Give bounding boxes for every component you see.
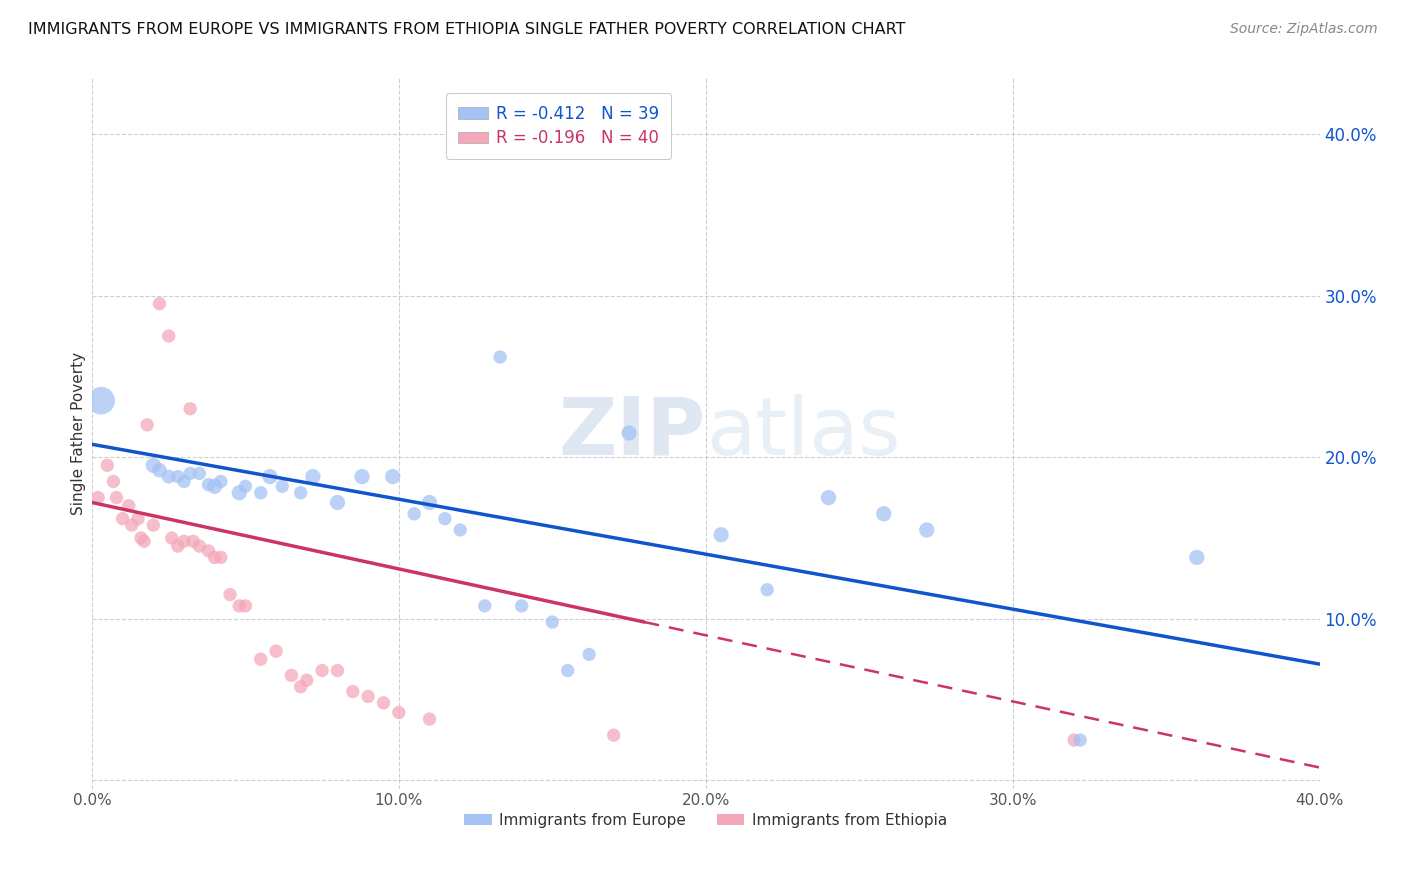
Point <box>295 673 318 688</box>
Point <box>817 491 839 505</box>
Point <box>127 511 149 525</box>
Point <box>280 668 302 682</box>
Point <box>160 531 183 545</box>
Point <box>235 599 257 613</box>
Point <box>259 469 281 483</box>
Point <box>173 534 195 549</box>
Point <box>167 539 190 553</box>
Point <box>173 475 195 489</box>
Point <box>96 458 118 473</box>
Point <box>290 485 312 500</box>
Legend: Immigrants from Europe, Immigrants from Ethiopia: Immigrants from Europe, Immigrants from … <box>458 807 953 834</box>
Point <box>105 491 128 505</box>
Point <box>449 523 471 537</box>
Point <box>419 712 441 726</box>
Point <box>228 599 250 613</box>
Point <box>167 469 190 483</box>
Point <box>1069 733 1091 747</box>
Point <box>419 495 441 509</box>
Point <box>326 664 349 678</box>
Point <box>179 467 201 481</box>
Point <box>326 495 349 509</box>
Point <box>271 479 294 493</box>
Point <box>181 534 204 549</box>
Point <box>311 664 333 678</box>
Text: atlas: atlas <box>706 394 900 472</box>
Point <box>388 706 411 720</box>
Point <box>404 507 426 521</box>
Point <box>219 588 242 602</box>
Point <box>302 469 325 483</box>
Point <box>1185 550 1208 565</box>
Point <box>557 664 579 678</box>
Point <box>249 485 271 500</box>
Point <box>617 425 640 440</box>
Point <box>373 696 395 710</box>
Point <box>87 491 110 505</box>
Point <box>433 511 456 525</box>
Point <box>235 479 257 493</box>
Point <box>602 728 624 742</box>
Point <box>179 401 201 416</box>
Point <box>209 475 232 489</box>
Text: IMMIGRANTS FROM EUROPE VS IMMIGRANTS FROM ETHIOPIA SINGLE FATHER POVERTY CORRELA: IMMIGRANTS FROM EUROPE VS IMMIGRANTS FRO… <box>28 22 905 37</box>
Point <box>157 469 180 483</box>
Point <box>118 499 141 513</box>
Point <box>264 644 287 658</box>
Point <box>197 477 219 491</box>
Point <box>474 599 496 613</box>
Point <box>578 648 600 662</box>
Point <box>157 329 180 343</box>
Point <box>1063 733 1085 747</box>
Point <box>381 469 404 483</box>
Point <box>489 350 512 364</box>
Text: ZIP: ZIP <box>558 394 706 472</box>
Point <box>103 475 125 489</box>
Point <box>111 511 134 525</box>
Point <box>357 690 380 704</box>
Point <box>342 684 364 698</box>
Point <box>121 518 143 533</box>
Point <box>510 599 533 613</box>
Point <box>188 539 211 553</box>
Point <box>188 467 211 481</box>
Point <box>228 485 250 500</box>
Point <box>132 534 155 549</box>
Y-axis label: Single Father Poverty: Single Father Poverty <box>72 351 86 515</box>
Point <box>148 296 170 310</box>
Point <box>204 479 226 493</box>
Point <box>915 523 938 537</box>
Point <box>142 458 165 473</box>
Point <box>290 680 312 694</box>
Point <box>148 463 170 477</box>
Point <box>541 615 564 629</box>
Point <box>249 652 271 666</box>
Point <box>873 507 896 521</box>
Point <box>350 469 373 483</box>
Point <box>204 550 226 565</box>
Point <box>142 518 165 533</box>
Point <box>90 393 112 408</box>
Point <box>129 531 152 545</box>
Point <box>197 544 219 558</box>
Point <box>209 550 232 565</box>
Point <box>756 582 779 597</box>
Point <box>136 417 159 432</box>
Point <box>710 528 733 542</box>
Text: Source: ZipAtlas.com: Source: ZipAtlas.com <box>1230 22 1378 37</box>
